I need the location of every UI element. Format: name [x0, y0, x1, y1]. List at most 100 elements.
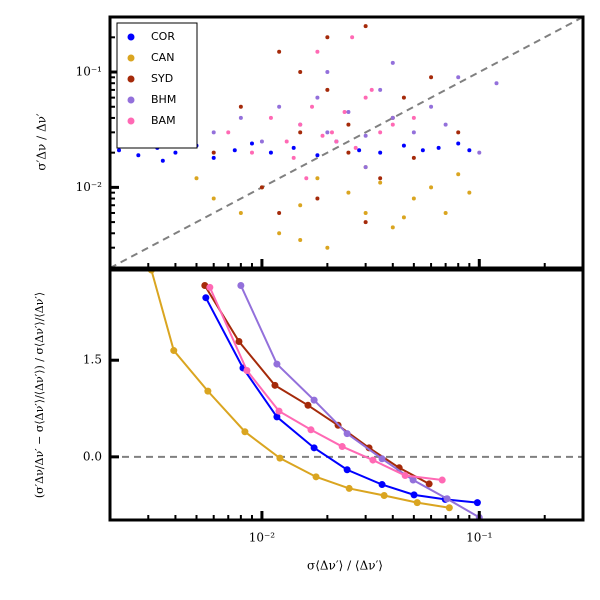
- series-marker: [380, 492, 388, 500]
- legend-label: BHM: [151, 93, 176, 106]
- scatter-point: [298, 122, 303, 127]
- scatter-point: [259, 185, 264, 190]
- series-marker: [445, 504, 453, 512]
- scatter-point: [456, 130, 461, 135]
- scatter-point: [346, 122, 351, 127]
- scatter-point: [238, 104, 243, 109]
- scatter-point: [320, 133, 325, 138]
- x-tick-label: 10⁻¹: [466, 531, 492, 545]
- scatter-point: [378, 180, 383, 185]
- y-tick-label: 0.0: [83, 449, 102, 463]
- scatter-point: [249, 141, 254, 146]
- scatter-point: [369, 87, 374, 92]
- scatter-point: [310, 104, 315, 109]
- scatter-point: [390, 225, 395, 230]
- series-marker: [443, 495, 451, 503]
- scatter-point: [315, 176, 320, 181]
- scatter-point: [291, 155, 296, 160]
- series-marker: [401, 472, 409, 480]
- axes: 10⁻¹ 10⁻² COR CAN SYD BHM BAM 10⁻² 10⁻¹ 1.5 0.0: [76, 16, 584, 545]
- scatter-point: [315, 49, 320, 54]
- scatter-point: [342, 110, 347, 115]
- series-marker: [312, 473, 320, 481]
- scatter-point: [378, 176, 383, 181]
- scatter-point: [411, 196, 416, 201]
- one-to-one-line: [110, 17, 583, 268]
- series-marker: [343, 430, 351, 438]
- scatter-point: [346, 190, 351, 195]
- series-marker: [271, 381, 279, 389]
- scatter-point: [232, 148, 237, 153]
- scatter-point: [194, 176, 199, 181]
- scatter-point: [363, 210, 368, 215]
- legend-label: COR: [151, 30, 175, 43]
- scatter-point: [363, 165, 368, 170]
- scatter-point: [420, 148, 425, 153]
- series-line: [150, 270, 450, 509]
- scatter-point: [315, 95, 320, 100]
- scatter-point: [291, 145, 296, 150]
- scatter-point: [298, 130, 303, 135]
- scatter-point: [136, 153, 141, 158]
- bottom-plot: [110, 270, 583, 520]
- series-marker: [243, 367, 251, 375]
- scatter-point: [325, 35, 330, 40]
- series-marker: [310, 444, 318, 452]
- scatter-point: [467, 190, 472, 195]
- scatter-point: [350, 35, 355, 40]
- legend-marker: [127, 117, 135, 125]
- series-marker: [204, 387, 212, 395]
- series-line: [203, 284, 430, 485]
- scatter-point: [160, 158, 165, 163]
- series-line: [239, 285, 480, 519]
- legend-label: CAN: [151, 51, 174, 64]
- x-axis-label: σ⟨Δν′⟩ / ⟨Δν′⟩: [307, 559, 383, 573]
- scatter-point: [304, 176, 309, 181]
- scatter-point: [325, 87, 330, 92]
- series-marker: [235, 338, 243, 346]
- series-marker: [241, 428, 249, 436]
- scatter-point: [429, 104, 434, 109]
- scatter-point: [334, 139, 339, 144]
- scatter-point: [363, 133, 368, 138]
- scatter-point: [284, 139, 289, 144]
- legend-marker: [127, 96, 135, 104]
- scatter-point: [277, 231, 282, 236]
- scatter-point: [411, 155, 416, 160]
- legend-marker: [127, 33, 135, 41]
- series-marker: [413, 499, 421, 507]
- series-marker: [378, 481, 386, 489]
- scatter-point: [173, 150, 178, 155]
- scatter-point: [378, 130, 383, 135]
- series-marker: [369, 456, 377, 464]
- scatter-point: [325, 130, 330, 135]
- scatter-point: [401, 143, 406, 148]
- y-tick-label: 1.5: [83, 353, 102, 367]
- scatter-point: [378, 87, 383, 92]
- scatter-point: [346, 150, 351, 155]
- scatter-point: [268, 150, 273, 155]
- y-axis-label: σ′Δν / Δν′: [35, 113, 49, 171]
- series-marker: [345, 484, 353, 492]
- series-marker: [276, 454, 284, 462]
- legend-label: BAM: [151, 114, 176, 127]
- legend-box: [116, 22, 198, 149]
- scatter-point: [363, 95, 368, 100]
- scatter-point: [436, 145, 441, 150]
- scatter-point: [211, 196, 216, 201]
- series-marker: [378, 455, 386, 463]
- scatter-point: [411, 115, 416, 120]
- scatter-point: [238, 115, 243, 120]
- legend-marker: [127, 75, 135, 83]
- series-marker: [410, 491, 418, 499]
- scatter-point: [226, 130, 231, 135]
- series-marker: [473, 499, 481, 507]
- y-axis-label: (σ′Δν/Δν′ − σ⟨Δν′⟩/⟨Δν′⟩) / σ⟨Δν′⟩/⟨Δν′⟩: [33, 292, 46, 498]
- scatter-point: [353, 145, 358, 150]
- scatter-point: [456, 75, 461, 80]
- scatter-point: [378, 150, 383, 155]
- series-marker: [310, 396, 318, 404]
- scatter-point: [298, 70, 303, 75]
- series-marker: [307, 426, 315, 434]
- scatter-point: [325, 70, 330, 75]
